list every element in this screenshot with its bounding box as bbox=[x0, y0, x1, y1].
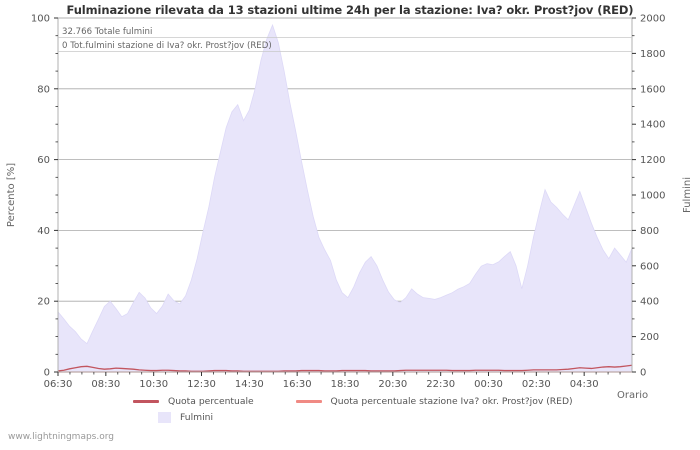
y-axis-tick-label: 0 bbox=[44, 368, 50, 379]
x-axis-tick-label: 04:30 bbox=[570, 379, 599, 390]
legend-label-fulmini: Fulmini bbox=[180, 412, 214, 423]
x-axis-tick-label: 18:30 bbox=[331, 379, 360, 390]
y2-axis-tick-label: 1800 bbox=[640, 49, 665, 60]
y2-axis-tick-label: 1000 bbox=[640, 191, 665, 202]
y-axis-tick-label: 40 bbox=[37, 226, 50, 237]
x-axis-tick-label: 16:30 bbox=[283, 379, 312, 390]
x-axis-title: Orario bbox=[617, 390, 649, 401]
legend-row-1: Quota percentuale Quota percentuale staz… bbox=[133, 396, 573, 407]
y2-axis-tick-label: 2000 bbox=[640, 14, 665, 25]
legend-swatch-box-fulmini bbox=[158, 412, 171, 423]
annotation-totale-fulmini: 32.766 Totale fulmini bbox=[62, 27, 152, 37]
legend-row-2: Fulmini bbox=[152, 412, 213, 423]
y2-axis-tick-label: 1200 bbox=[640, 155, 665, 166]
x-axis-tick-label: 00:30 bbox=[474, 379, 503, 390]
legend-label-quota-percentuale: Quota percentuale bbox=[168, 396, 254, 407]
y2-axis-tick-label: 0 bbox=[640, 368, 646, 379]
legend-item-quota-percentuale-stazione[interactable]: Quota percentuale stazione Iva? okr. Pro… bbox=[295, 396, 573, 407]
legend-item-fulmini[interactable]: Fulmini bbox=[152, 412, 213, 423]
annotation-totale-fulmini-stazione: 0 Tot.fulmini stazione di Iva? okr. Pros… bbox=[62, 41, 272, 51]
legend-item-quota-percentuale[interactable]: Quota percentuale bbox=[133, 396, 254, 407]
y2-axis-title: Fulmini bbox=[682, 177, 693, 213]
legend-swatch-line-quota-percentuale-stazione bbox=[295, 400, 322, 403]
x-axis-tick-label: 10:30 bbox=[139, 379, 168, 390]
legend-swatch-line-quota-percentuale bbox=[133, 400, 159, 403]
y2-axis-tick-label: 1400 bbox=[640, 120, 665, 131]
y2-axis-tick-label: 200 bbox=[640, 332, 659, 343]
x-axis-tick-label: 12:30 bbox=[187, 379, 216, 390]
x-axis-tick-label: 20:30 bbox=[378, 379, 407, 390]
y2-axis-tick-label: 800 bbox=[640, 226, 659, 237]
y2-axis-tick-label: 1600 bbox=[640, 84, 665, 95]
x-axis-tick-label: 22:30 bbox=[426, 379, 455, 390]
y-axis-tick-label: 20 bbox=[37, 297, 50, 308]
y-axis-title: Percento [%] bbox=[6, 163, 17, 227]
x-axis-tick-label: 06:30 bbox=[44, 379, 73, 390]
y-axis-tick-label: 100 bbox=[31, 14, 50, 25]
x-axis-tick-label: 08:30 bbox=[91, 379, 120, 390]
x-axis-tick-label: 14:30 bbox=[235, 379, 264, 390]
watermark-lightningmaps: www.lightningmaps.org bbox=[8, 432, 114, 442]
legend-label-quota-percentuale-stazione: Quota percentuale stazione Iva? okr. Pro… bbox=[330, 396, 573, 407]
y-axis-tick-label: 80 bbox=[37, 84, 50, 95]
chart-title: Fulminazione rilevata da 13 stazioni ult… bbox=[66, 3, 634, 17]
y2-axis-tick-label: 400 bbox=[640, 297, 659, 308]
y-axis-tick-label: 60 bbox=[37, 155, 50, 166]
y2-axis-tick-label: 600 bbox=[640, 261, 659, 272]
x-axis-tick-label: 02:30 bbox=[522, 379, 551, 390]
